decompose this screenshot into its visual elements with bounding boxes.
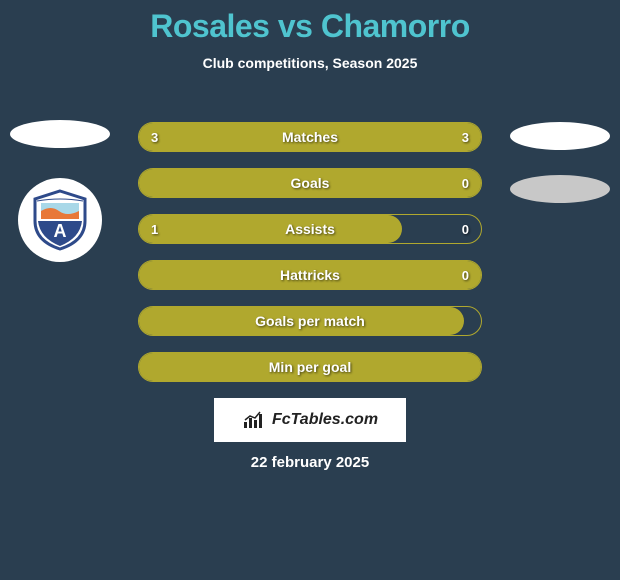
logo-text: FcTables.com xyxy=(272,411,378,429)
svg-text:A: A xyxy=(54,221,67,241)
stat-right-value: 0 xyxy=(462,169,469,197)
fctables-logo[interactable]: FcTables.com xyxy=(214,398,406,442)
stat-label: Hattricks xyxy=(139,261,481,289)
stat-row-hattricks: Hattricks 0 xyxy=(138,260,482,290)
stat-label: Goals xyxy=(139,169,481,197)
stat-label: Goals per match xyxy=(139,307,481,335)
chart-icon xyxy=(242,410,266,430)
stat-row-goals-per-match: Goals per match xyxy=(138,306,482,336)
date-label: 22 february 2025 xyxy=(0,454,620,471)
stat-label: Min per goal xyxy=(139,353,481,381)
stats-container: 3 Matches 3 Goals 0 1 Assists 0 Hattrick… xyxy=(138,122,482,398)
stat-label: Matches xyxy=(139,123,481,151)
page-title: Rosales vs Chamorro xyxy=(0,0,620,45)
player-badge-left xyxy=(10,120,110,148)
player-badge-right-1 xyxy=(510,122,610,150)
stat-row-min-per-goal: Min per goal xyxy=(138,352,482,382)
stat-right-value: 0 xyxy=(462,261,469,289)
stat-right-value: 3 xyxy=(462,123,469,151)
club-shield-icon: A xyxy=(31,189,89,251)
stat-row-matches: 3 Matches 3 xyxy=(138,122,482,152)
stat-right-value: 0 xyxy=(462,215,469,243)
club-logo-left: A xyxy=(18,178,102,262)
player-badge-right-2 xyxy=(510,175,610,203)
stat-label: Assists xyxy=(139,215,481,243)
stat-row-goals: Goals 0 xyxy=(138,168,482,198)
stat-row-assists: 1 Assists 0 xyxy=(138,214,482,244)
page-subtitle: Club competitions, Season 2025 xyxy=(0,55,620,71)
